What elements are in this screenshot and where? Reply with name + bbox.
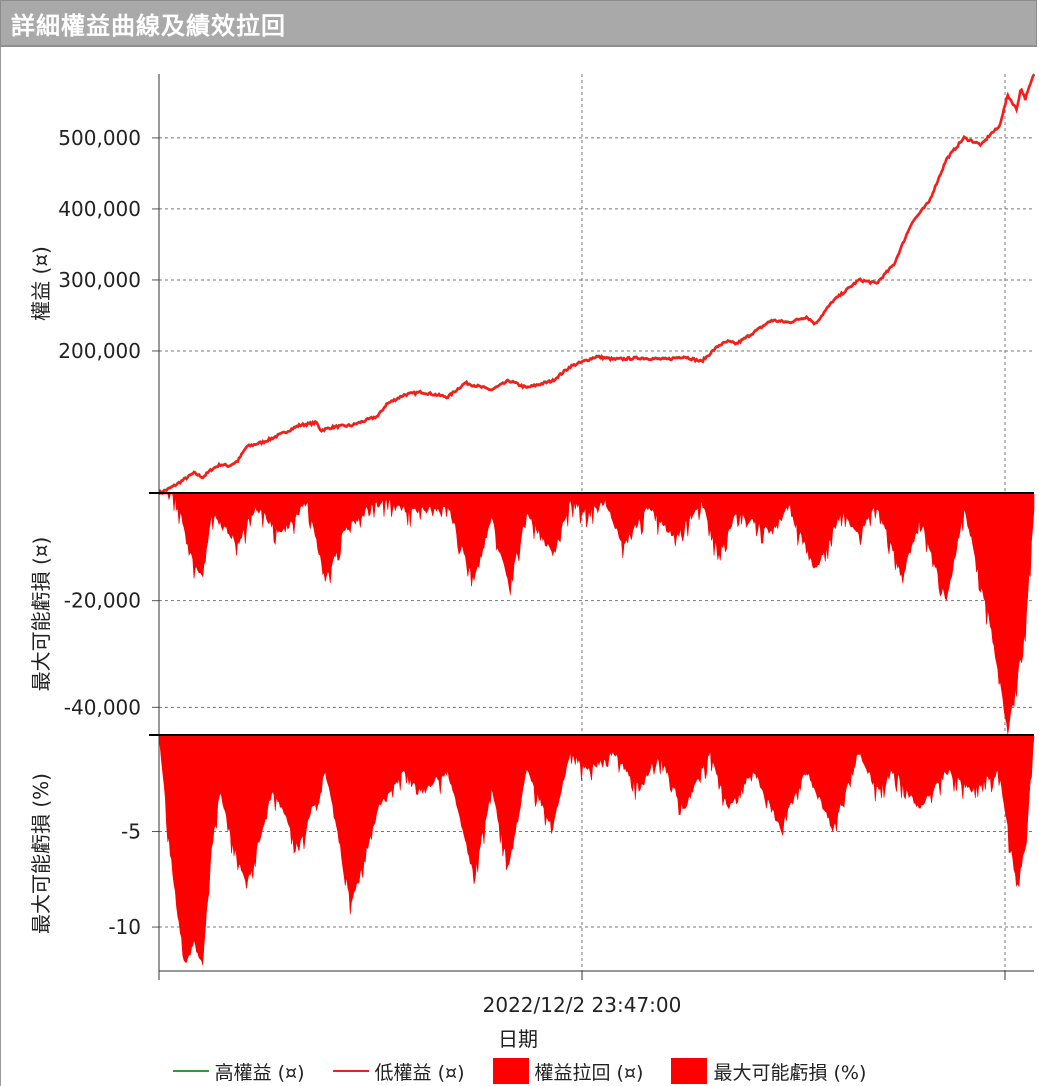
legend-item: 最大可能虧損 (%) <box>671 1058 866 1085</box>
y-tick-label: -20,000 <box>64 589 141 613</box>
legend-item: 高權益 (¤) <box>172 1058 305 1085</box>
x-tick-label: 2022/12/2 23:47:00 <box>483 993 682 1017</box>
chart-title: 詳細權益曲線及績效拉回 <box>11 11 286 40</box>
legend-swatch <box>671 1058 708 1084</box>
y-axis-label: 最大可能虧損 (¤) <box>29 537 53 692</box>
y-tick-label: -40,000 <box>64 695 141 719</box>
drawdown-area-percent_drawdown <box>158 735 1035 966</box>
legend-swatch <box>172 1070 209 1072</box>
low-equity-line <box>157 73 1036 495</box>
legend-label: 最大可能虧損 (%) <box>713 1061 867 1084</box>
legend-swatch <box>492 1058 529 1084</box>
legend-label: 高權益 (¤) <box>214 1061 305 1084</box>
legend-label: 權益拉回 (¤) <box>534 1061 644 1084</box>
y-tick-label: 400,000 <box>58 197 141 221</box>
drawdown-area-equity_drawdown <box>159 493 1035 735</box>
y-axis-label: 最大可能虧損 (%) <box>29 773 53 934</box>
y-tick-label: 300,000 <box>58 268 141 292</box>
y-axis-label: 權益 (¤) <box>29 246 53 321</box>
y-tick-label: -10 <box>108 915 141 939</box>
y-tick-label: -5 <box>121 820 141 844</box>
x-axis-label: 日期 <box>498 1027 538 1051</box>
legend-label: 低權益 (¤) <box>374 1061 465 1084</box>
chart-frame <box>0 47 1038 1086</box>
legend-item: 低權益 (¤) <box>332 1058 465 1085</box>
title-bar: 詳細權益曲線及績效拉回 <box>0 0 1037 47</box>
legend-swatch <box>332 1070 369 1072</box>
y-tick-label: 500,000 <box>58 126 141 150</box>
legend-item: 權益拉回 (¤) <box>492 1058 644 1085</box>
legend: 高權益 (¤) 低權益 (¤) 權益拉回 (¤) 最大可能虧損 (%) <box>0 1056 1039 1086</box>
y-tick-label: 200,000 <box>58 339 141 363</box>
